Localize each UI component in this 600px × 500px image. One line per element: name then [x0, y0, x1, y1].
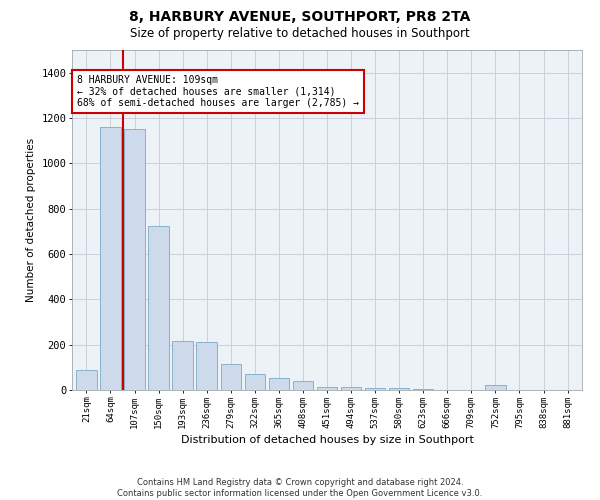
Bar	[196, 342, 217, 390]
Bar	[100, 127, 121, 390]
Bar	[124, 130, 145, 390]
Bar	[293, 381, 313, 390]
Bar	[389, 388, 409, 390]
Text: Contains HM Land Registry data © Crown copyright and database right 2024.
Contai: Contains HM Land Registry data © Crown c…	[118, 478, 482, 498]
Text: 8, HARBURY AVENUE, SOUTHPORT, PR8 2TA: 8, HARBURY AVENUE, SOUTHPORT, PR8 2TA	[130, 10, 470, 24]
Bar	[485, 386, 506, 390]
Bar	[221, 364, 241, 390]
Bar	[365, 388, 385, 390]
Bar	[76, 370, 97, 390]
Text: Size of property relative to detached houses in Southport: Size of property relative to detached ho…	[130, 28, 470, 40]
Bar	[172, 342, 193, 390]
Bar	[269, 378, 289, 390]
Bar	[341, 386, 361, 390]
Text: 8 HARBURY AVENUE: 109sqm
← 32% of detached houses are smaller (1,314)
68% of sem: 8 HARBURY AVENUE: 109sqm ← 32% of detach…	[77, 75, 359, 108]
Bar	[148, 226, 169, 390]
Y-axis label: Number of detached properties: Number of detached properties	[26, 138, 36, 302]
Bar	[245, 374, 265, 390]
Bar	[317, 386, 337, 390]
X-axis label: Distribution of detached houses by size in Southport: Distribution of detached houses by size …	[181, 435, 473, 445]
Bar	[413, 389, 433, 390]
